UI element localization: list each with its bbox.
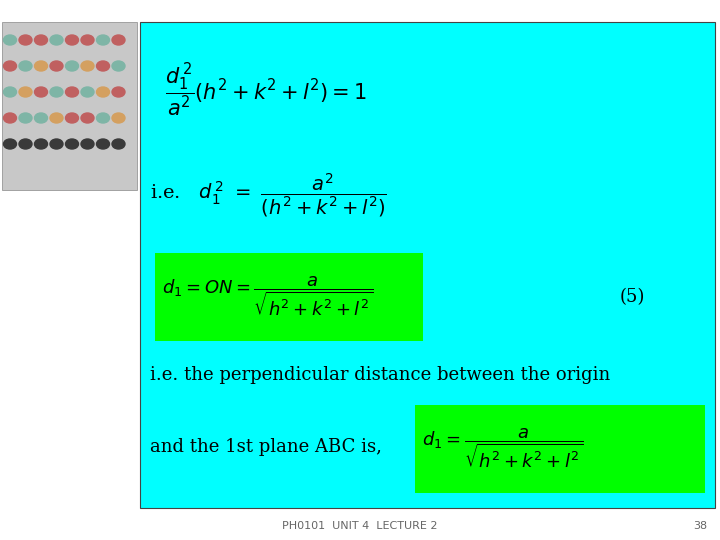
Polygon shape xyxy=(140,22,715,508)
Ellipse shape xyxy=(50,139,63,149)
Text: PH0101  UNIT 4  LECTURE 2: PH0101 UNIT 4 LECTURE 2 xyxy=(282,521,438,531)
Ellipse shape xyxy=(112,61,125,71)
Bar xyxy=(2,22,137,190)
Ellipse shape xyxy=(50,35,63,45)
Ellipse shape xyxy=(112,113,125,123)
Ellipse shape xyxy=(112,87,125,97)
Ellipse shape xyxy=(50,61,63,71)
Ellipse shape xyxy=(4,61,17,71)
Ellipse shape xyxy=(4,113,17,123)
Ellipse shape xyxy=(81,113,94,123)
Ellipse shape xyxy=(96,139,109,149)
Ellipse shape xyxy=(81,61,94,71)
Ellipse shape xyxy=(4,139,17,149)
Ellipse shape xyxy=(35,139,48,149)
Text: 38: 38 xyxy=(693,521,707,531)
Ellipse shape xyxy=(66,113,78,123)
Ellipse shape xyxy=(81,35,94,45)
Ellipse shape xyxy=(112,139,125,149)
Ellipse shape xyxy=(96,87,109,97)
Ellipse shape xyxy=(35,87,48,97)
Ellipse shape xyxy=(19,61,32,71)
Ellipse shape xyxy=(19,87,32,97)
Text: and the 1st plane ABC is,: and the 1st plane ABC is, xyxy=(150,438,382,456)
Ellipse shape xyxy=(4,87,17,97)
Ellipse shape xyxy=(66,61,78,71)
Ellipse shape xyxy=(66,87,78,97)
Text: $d_1 = \dfrac{a}{\sqrt{h^2 + k^2 + l^2}}$: $d_1 = \dfrac{a}{\sqrt{h^2 + k^2 + l^2}}… xyxy=(422,427,583,471)
Ellipse shape xyxy=(19,139,32,149)
Ellipse shape xyxy=(4,35,17,45)
Ellipse shape xyxy=(19,113,32,123)
Ellipse shape xyxy=(35,61,48,71)
Ellipse shape xyxy=(50,87,63,97)
Bar xyxy=(155,253,423,341)
Ellipse shape xyxy=(112,35,125,45)
Ellipse shape xyxy=(66,35,78,45)
Ellipse shape xyxy=(81,87,94,97)
Ellipse shape xyxy=(66,139,78,149)
Ellipse shape xyxy=(19,35,32,45)
Ellipse shape xyxy=(96,35,109,45)
Ellipse shape xyxy=(35,35,48,45)
Ellipse shape xyxy=(96,61,109,71)
Text: $\dfrac{d_1^{\,2}}{a^2}(h^2 + k^2 + l^2) = 1$: $\dfrac{d_1^{\,2}}{a^2}(h^2 + k^2 + l^2)… xyxy=(165,62,366,119)
Text: (5): (5) xyxy=(620,288,645,306)
Ellipse shape xyxy=(50,113,63,123)
Text: i.e. the perpendicular distance between the origin: i.e. the perpendicular distance between … xyxy=(150,366,611,384)
Ellipse shape xyxy=(35,113,48,123)
Ellipse shape xyxy=(96,113,109,123)
Text: i.e.   $d_1^{\,2}\ =\ \dfrac{a^2}{(h^2 + k^2 + l^2)}$: i.e. $d_1^{\,2}\ =\ \dfrac{a^2}{(h^2 + k… xyxy=(150,171,387,219)
Bar xyxy=(415,405,705,493)
Ellipse shape xyxy=(81,139,94,149)
Text: $d_1 = ON = \dfrac{a}{\sqrt{h^2 + k^2 + l^2}}$: $d_1 = ON = \dfrac{a}{\sqrt{h^2 + k^2 + … xyxy=(162,275,373,319)
